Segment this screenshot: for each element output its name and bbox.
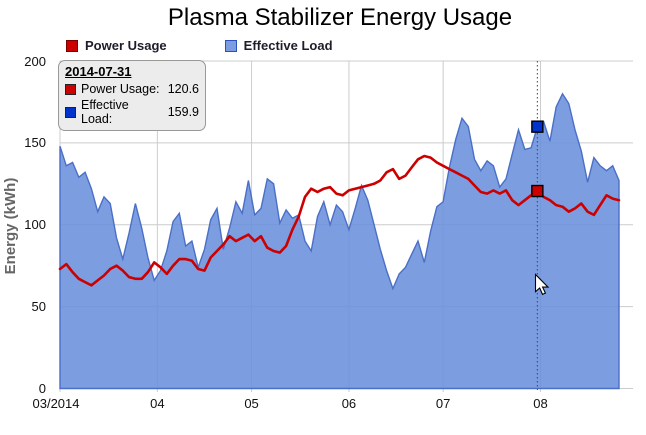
power-usage-hover-marker <box>531 184 544 198</box>
power-usage-line <box>58 154 621 287</box>
legend: Power Usage Effective Load <box>66 38 333 54</box>
y-tick-label: 50 <box>31 299 46 315</box>
y-tick-label: 0 <box>38 381 46 396</box>
x-tick-label: 04 <box>150 396 165 411</box>
tooltip-value: 120.6 <box>167 82 199 96</box>
power-usage-swatch-icon <box>66 40 78 52</box>
x-tick-label: 05 <box>244 396 259 411</box>
x-tick-label: 03/2014 <box>32 396 80 411</box>
hover-tooltip: 2014-07-31 Power Usage: 120.6 Effective … <box>58 60 206 131</box>
x-tick-label: 06 <box>341 396 357 411</box>
x-tick-label: 07 <box>435 396 451 411</box>
mouse-cursor-icon <box>534 273 550 296</box>
legend-label: Power Usage <box>85 38 167 53</box>
effective-load-swatch-icon <box>224 40 237 52</box>
y-tick-label: 200 <box>24 53 46 69</box>
legend-item-effective-load[interactable]: Effective Load <box>224 38 333 54</box>
x-tick-label: 08 <box>533 396 548 411</box>
tooltip-label: Power Usage: <box>81 82 160 96</box>
effective-load-area <box>59 92 620 390</box>
tooltip-label: Effective Load: <box>81 98 129 126</box>
chart-title: Plasma Stabilizer Energy Usage <box>167 4 513 31</box>
tooltip-row-power-usage: Power Usage: 120.6 <box>65 82 199 96</box>
effective-load-hover-marker <box>531 120 544 133</box>
tooltip-value: 159.9 <box>167 105 199 119</box>
tooltip-row-effective-load: Effective Load: 159.9 <box>65 98 199 126</box>
tooltip-date: 2014-07-31 <box>65 64 132 79</box>
y-tick-label: 100 <box>24 217 46 233</box>
legend-label: Effective Load <box>243 38 333 53</box>
y-tick-label: 150 <box>24 135 46 151</box>
power-usage-swatch-icon <box>65 83 76 95</box>
legend-item-power-usage[interactable]: Power Usage <box>66 38 167 54</box>
effective-load-swatch-icon <box>65 106 76 118</box>
